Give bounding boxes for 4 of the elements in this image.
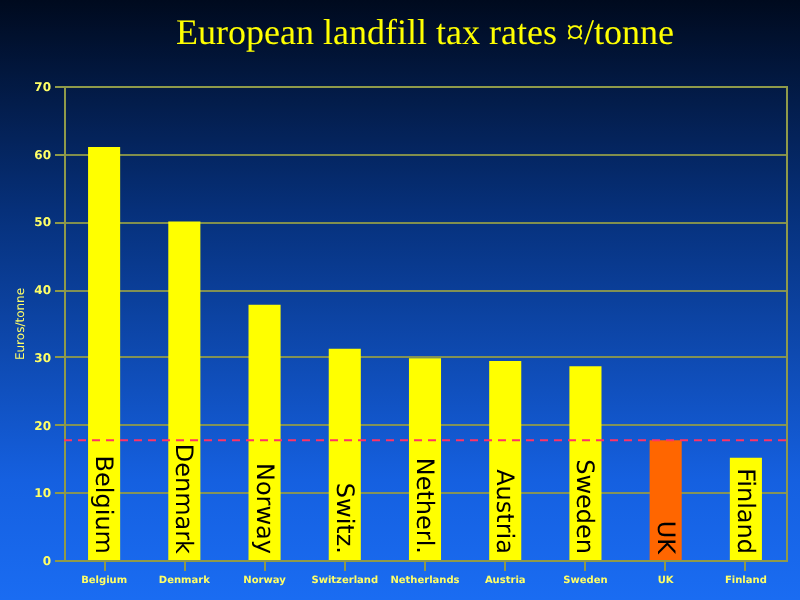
chart-title: European landfill tax rates ¤/tonne [176, 12, 674, 52]
annotation: UK [651, 520, 680, 557]
annotation: Netherl. [411, 457, 439, 554]
annotation: Switz. [330, 482, 359, 554]
